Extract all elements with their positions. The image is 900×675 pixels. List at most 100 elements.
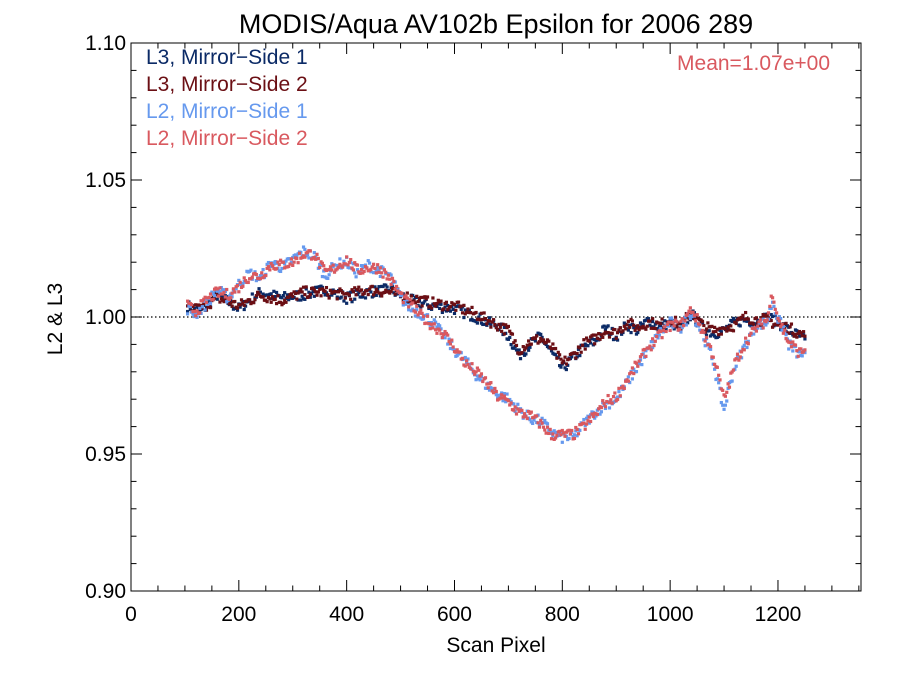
data-point xyxy=(621,329,625,333)
data-point xyxy=(315,293,319,297)
data-point xyxy=(254,279,258,283)
data-point xyxy=(504,323,508,327)
data-point xyxy=(719,400,723,405)
data-point xyxy=(478,318,482,322)
data-point xyxy=(381,266,385,270)
data-point xyxy=(303,293,307,297)
data-point xyxy=(390,276,395,280)
data-point xyxy=(772,304,776,308)
data-point xyxy=(218,286,222,290)
data-point xyxy=(455,353,459,358)
data-point xyxy=(235,283,240,288)
data-point xyxy=(610,401,614,405)
data-point xyxy=(411,301,415,305)
data-point xyxy=(458,350,462,354)
data-point xyxy=(401,303,405,307)
data-point xyxy=(694,319,698,323)
data-point xyxy=(723,403,728,407)
data-point xyxy=(615,395,620,399)
data-point xyxy=(545,422,550,426)
x-tick-label: 200 xyxy=(221,603,256,626)
y-tick-label: 0.95 xyxy=(85,443,126,466)
data-point xyxy=(405,298,409,302)
data-point xyxy=(366,292,370,297)
data-point xyxy=(659,324,663,328)
data-point xyxy=(444,300,448,304)
data-point xyxy=(589,341,593,345)
data-point xyxy=(188,304,192,309)
data-point xyxy=(241,301,245,305)
data-point xyxy=(553,436,558,440)
data-point xyxy=(776,316,780,321)
data-point xyxy=(392,279,396,283)
data-point xyxy=(564,367,568,372)
data-point xyxy=(688,306,692,310)
data-point xyxy=(500,329,504,333)
data-point xyxy=(661,328,665,333)
data-point xyxy=(498,396,502,400)
data-point xyxy=(648,344,652,348)
data-point xyxy=(369,290,373,294)
data-point xyxy=(572,351,577,355)
data-point xyxy=(744,336,748,340)
data-point xyxy=(186,309,190,314)
data-point xyxy=(621,384,625,388)
data-point xyxy=(401,301,405,305)
data-point xyxy=(603,406,608,411)
data-point xyxy=(746,342,750,346)
data-point xyxy=(564,362,568,366)
data-point xyxy=(477,368,481,372)
data-point xyxy=(273,294,277,299)
data-point xyxy=(758,318,763,322)
data-point xyxy=(575,351,579,356)
data-point xyxy=(448,346,453,351)
data-point xyxy=(412,299,416,303)
data-point xyxy=(380,271,384,275)
data-point xyxy=(354,275,358,279)
data-point xyxy=(362,269,366,273)
data-point xyxy=(715,377,719,381)
data-point xyxy=(587,415,591,419)
data-point xyxy=(675,325,679,329)
data-point xyxy=(563,366,567,370)
data-point xyxy=(502,332,506,336)
data-point xyxy=(613,327,617,332)
data-point xyxy=(394,284,399,289)
data-point xyxy=(345,301,349,305)
data-point xyxy=(659,322,663,326)
data-point xyxy=(191,312,195,316)
data-point xyxy=(513,339,517,343)
data-point xyxy=(261,276,265,280)
data-point xyxy=(597,407,601,411)
data-point xyxy=(460,356,465,360)
data-point xyxy=(280,296,284,300)
data-point xyxy=(315,252,319,256)
data-point xyxy=(279,269,283,274)
data-point xyxy=(376,265,380,269)
data-point xyxy=(521,345,525,349)
data-point xyxy=(582,421,586,425)
legend-entry-2: L3, Mirror−Side 2 xyxy=(146,73,308,96)
data-point xyxy=(611,395,616,399)
data-point xyxy=(769,306,773,311)
data-point xyxy=(367,287,372,291)
data-point xyxy=(574,425,578,430)
data-point xyxy=(408,298,412,302)
y-tick-label: 0.90 xyxy=(85,580,126,603)
data-point xyxy=(606,324,610,328)
data-point xyxy=(687,309,691,313)
data-point xyxy=(435,331,439,335)
data-point xyxy=(295,254,299,258)
data-point xyxy=(664,327,668,332)
data-point xyxy=(738,317,742,321)
data-point xyxy=(295,256,299,261)
data-point xyxy=(328,265,333,269)
data-point xyxy=(791,349,795,353)
data-point xyxy=(365,266,369,270)
legend-entry-4: L2, Mirror−Side 2 xyxy=(146,127,308,150)
data-point xyxy=(481,379,485,384)
data-point xyxy=(444,331,448,336)
data-point xyxy=(416,313,420,317)
data-point xyxy=(372,262,376,266)
data-point xyxy=(741,313,745,317)
